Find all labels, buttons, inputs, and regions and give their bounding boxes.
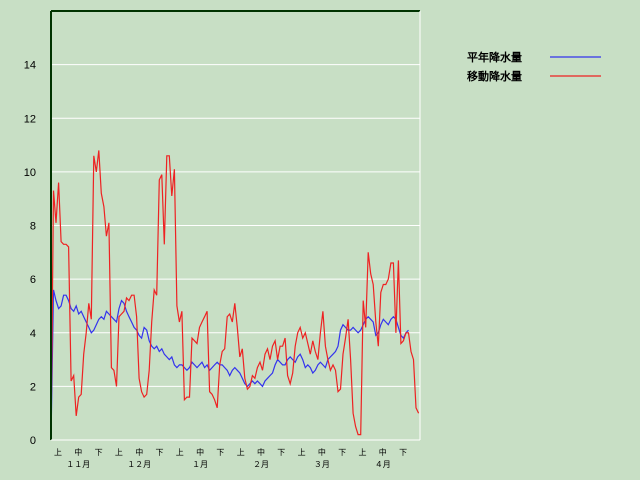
- y-tick-label: 2: [30, 381, 36, 393]
- legend-label: 平年降水量: [467, 50, 522, 64]
- x-tick-label: 上: [298, 448, 306, 457]
- month-label: ３月: [314, 460, 330, 469]
- x-tick-label: 中: [318, 447, 326, 457]
- x-tick-label: 下: [216, 448, 224, 457]
- axes: [50, 10, 421, 441]
- x-tick-label: 中: [135, 447, 143, 457]
- x-tick-label: 下: [277, 448, 285, 457]
- x-tick-label: 上: [176, 448, 184, 457]
- x-tick-label: 上: [54, 448, 62, 457]
- x-tick-label: 下: [399, 448, 407, 457]
- series-line-1: [50, 150, 420, 441]
- month-label: ４月: [375, 460, 391, 469]
- y-tick-label: 14: [24, 60, 36, 72]
- series-line-0: [50, 289, 409, 441]
- y-tick-label: 12: [24, 113, 36, 125]
- x-tick-label: 中: [74, 447, 82, 457]
- x-tick-label: 中: [379, 447, 387, 457]
- series-lines: [50, 150, 420, 441]
- x-tick-label: 下: [156, 448, 164, 457]
- x-tick-label: 上: [115, 448, 123, 457]
- x-tick-label: 中: [257, 447, 265, 457]
- y-tick-label: 0: [30, 435, 36, 447]
- y-tick-label: 4: [30, 328, 36, 340]
- x-tick-label: 上: [359, 448, 367, 457]
- x-tick-label: 中: [196, 447, 204, 457]
- month-label: １２月: [127, 460, 151, 469]
- x-tick-label: 上: [237, 448, 245, 457]
- y-tick-labels: 0 2 4 6 8 10 12 14: [24, 60, 36, 447]
- y-tick-label: 8: [30, 221, 36, 233]
- month-label: １１月: [66, 460, 90, 469]
- y-tick-label: 10: [24, 167, 36, 179]
- legend-label: 移動降水量: [467, 69, 522, 83]
- y-tick-label: 6: [30, 274, 36, 286]
- x-tick-label: 下: [95, 448, 103, 457]
- x-axis-ticks: 上 中 下 上 中 下 上 中 下 上 中 下 上 中 下 上 中 下 １１月 １２月 １月 ２月 ３月 ４月: [54, 447, 407, 469]
- gridlines: [51, 64, 420, 441]
- x-tick-label: 下: [338, 448, 346, 457]
- month-label: １月: [192, 460, 208, 469]
- month-label: ２月: [253, 460, 269, 469]
